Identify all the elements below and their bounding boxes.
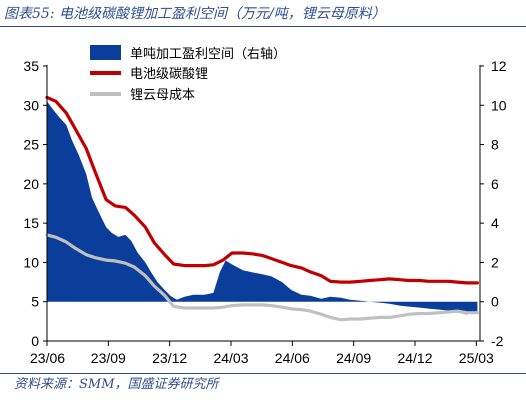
x-tick-label: 25/03 (459, 350, 494, 366)
chart-source: 资料来源：SMM，国盛证券研究所 (14, 377, 219, 392)
left-tick-label: 30 (23, 97, 39, 113)
x-tick-label: 24/12 (397, 350, 432, 366)
right-tick-label: 2 (491, 254, 499, 270)
chart-title: 图表55: 电池级碳酸锂加工盈利空间（万元/吨，锂云母原料） (4, 6, 386, 22)
right-tick-label: 8 (491, 137, 499, 153)
legend: 单吨加工盈利空间（右轴） 电池级碳酸锂 锂云母成本 (90, 45, 286, 103)
right-tick-label: 4 (491, 215, 499, 231)
x-tick-label: 24/03 (213, 350, 248, 366)
chart: 0 5 10 15 20 25 30 35 -2 0 2 4 6 8 10 12 23/06 23/09 23/12… (23, 45, 507, 366)
right-tick-label: -2 (491, 333, 504, 349)
title-rule (0, 26, 526, 27)
left-tick-label: 35 (23, 58, 39, 74)
footer-rule (0, 373, 526, 374)
left-tick-label: 20 (23, 176, 39, 192)
right-tick-label: 0 (491, 294, 499, 310)
x-tick-label: 23/09 (91, 350, 126, 366)
axis-layer: 0 5 10 15 20 25 30 35 -2 0 2 4 6 8 10 12 23/06 23/09 23/12… (23, 58, 506, 366)
right-tick-label: 12 (491, 58, 507, 74)
left-tick-label: 15 (23, 215, 39, 231)
legend-label-margin: 单吨加工盈利空间（右轴） (130, 47, 286, 62)
legend-swatch-margin (90, 45, 121, 60)
right-tick-label: 6 (491, 176, 499, 192)
legend-label-cost: 锂云母成本 (130, 88, 195, 103)
series-line-cost (45, 233, 479, 322)
left-tick-label: 25 (23, 137, 39, 153)
legend-label-price: 电池级碳酸锂 (130, 67, 208, 82)
series-line-price (45, 95, 479, 285)
x-tick-label: 24/09 (336, 350, 371, 366)
plot-layer (45, 95, 479, 322)
x-tick-label: 24/06 (275, 350, 310, 366)
left-tick-label: 0 (31, 333, 39, 349)
left-tick-label: 10 (23, 254, 39, 270)
left-tick-label: 5 (31, 294, 39, 310)
right-tick-label: 10 (491, 97, 507, 113)
x-tick-label: 23/12 (152, 350, 187, 366)
x-tick-label: 23/06 (30, 350, 65, 366)
series-area-margin (47, 101, 478, 315)
